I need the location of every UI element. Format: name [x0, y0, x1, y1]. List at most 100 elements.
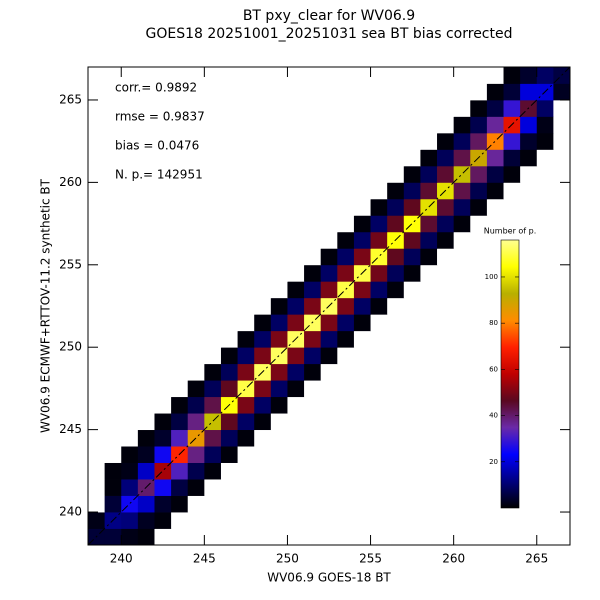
density-cell	[104, 396, 122, 414]
density-cell	[520, 314, 538, 332]
density-cell	[486, 380, 504, 398]
density-cell	[403, 314, 421, 332]
density-cell	[353, 396, 371, 414]
density-cell	[370, 132, 388, 150]
density-cell	[104, 231, 122, 249]
density-cell	[237, 165, 255, 183]
density-cell	[353, 182, 371, 200]
density-cell	[304, 413, 322, 431]
density-cell	[220, 281, 238, 299]
density-cell	[320, 363, 338, 381]
density-cell	[353, 165, 371, 183]
density-cell	[254, 528, 272, 546]
density-cell	[104, 347, 122, 365]
density-cell	[254, 231, 272, 249]
density-cell	[254, 149, 272, 167]
density-cell	[353, 248, 371, 266]
density-cell	[437, 330, 455, 348]
density-cell	[403, 512, 421, 529]
density-cell	[137, 396, 155, 414]
density-cell	[304, 396, 322, 414]
density-cell	[486, 363, 504, 381]
density-cell	[154, 446, 172, 463]
density-cell	[220, 297, 238, 315]
density-cell	[536, 182, 554, 200]
density-cell	[137, 495, 155, 513]
density-cell	[287, 297, 305, 315]
x-tick-label: 250	[276, 552, 299, 566]
density-cell	[353, 83, 371, 101]
density-cell	[553, 380, 571, 398]
density-cell	[88, 297, 106, 315]
density-cell	[171, 67, 189, 84]
density-cell	[520, 528, 538, 546]
density-cell	[154, 330, 172, 348]
density-cell	[171, 281, 189, 299]
density-cell	[353, 116, 371, 134]
density-cell	[104, 528, 122, 546]
density-cell	[536, 396, 554, 414]
density-cell	[220, 83, 238, 101]
density-cell	[453, 396, 471, 414]
density-cell	[270, 446, 288, 463]
density-cell	[137, 182, 155, 200]
density-cell	[553, 479, 571, 496]
density-cell	[387, 248, 405, 266]
density-cell	[320, 215, 338, 233]
density-cell	[220, 495, 238, 513]
density-cell	[88, 198, 106, 216]
density-cell	[536, 281, 554, 299]
density-cell	[520, 347, 538, 365]
density-cell	[420, 165, 438, 183]
density-cell	[270, 528, 288, 546]
density-cell	[486, 215, 504, 233]
density-cell	[137, 297, 155, 315]
density-cell	[553, 495, 571, 513]
density-cell	[370, 330, 388, 348]
density-cell	[187, 99, 205, 117]
density-cell	[470, 248, 488, 266]
density-cell	[486, 264, 504, 282]
density-cell	[220, 512, 238, 529]
density-cell	[304, 165, 322, 183]
density-cell	[237, 495, 255, 513]
density-cell	[536, 297, 554, 315]
density-cell	[270, 215, 288, 233]
density-cell	[88, 264, 106, 282]
density-cell	[88, 99, 106, 117]
density-cell	[403, 165, 421, 183]
density-cell	[237, 396, 255, 414]
density-cell	[353, 67, 371, 84]
density-cell	[320, 67, 338, 84]
density-cell	[220, 363, 238, 381]
density-cell	[88, 67, 106, 84]
density-cell	[387, 116, 405, 134]
density-cell	[88, 182, 106, 200]
density-cell	[520, 413, 538, 431]
density-cell	[370, 396, 388, 414]
density-cell	[520, 330, 538, 348]
density-cell	[254, 132, 272, 150]
density-cell	[353, 281, 371, 299]
density-cell	[154, 363, 172, 381]
density-cell	[204, 347, 222, 365]
density-cell	[270, 83, 288, 101]
density-cell	[453, 67, 471, 84]
density-cell	[453, 495, 471, 513]
density-cell	[237, 462, 255, 480]
density-cell	[553, 149, 571, 167]
density-cell	[121, 281, 139, 299]
density-cell	[304, 429, 322, 447]
density-cell	[104, 413, 122, 431]
density-cell	[254, 198, 272, 216]
density-cell	[536, 314, 554, 332]
density-cell	[553, 182, 571, 200]
density-cell	[486, 67, 504, 84]
density-cell	[154, 264, 172, 282]
density-cell	[187, 281, 205, 299]
density-cell	[254, 297, 272, 315]
density-cell	[254, 429, 272, 447]
y-tick-label: 260	[59, 175, 82, 189]
density-cell	[453, 330, 471, 348]
density-cell	[121, 264, 139, 282]
